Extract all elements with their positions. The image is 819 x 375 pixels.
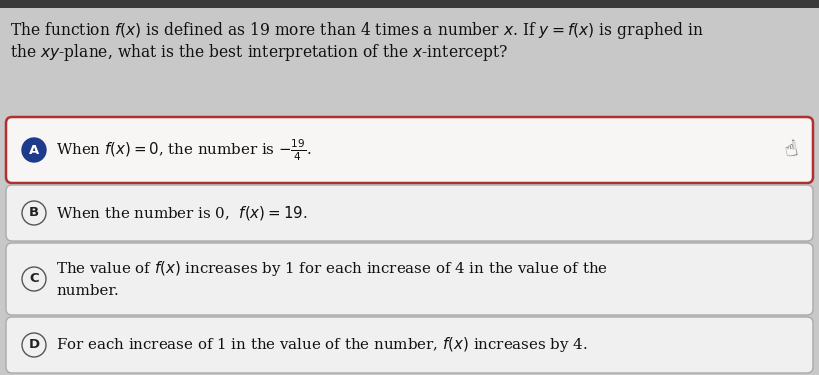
Text: D: D bbox=[29, 339, 39, 351]
Text: A: A bbox=[29, 144, 39, 156]
Text: the $xy$-plane, what is the best interpretation of the $x$-intercept?: the $xy$-plane, what is the best interpr… bbox=[10, 42, 509, 63]
Text: When $f(x) = 0$, the number is $-\frac{19}{4}$.: When $f(x) = 0$, the number is $-\frac{1… bbox=[56, 137, 311, 163]
Text: For each increase of 1 in the value of the number, $f(x)$ increases by 4.: For each increase of 1 in the value of t… bbox=[56, 336, 588, 354]
FancyBboxPatch shape bbox=[6, 243, 813, 315]
Text: B: B bbox=[29, 207, 39, 219]
Text: The value of $f(x)$ increases by 1 for each increase of 4 in the value of the
nu: The value of $f(x)$ increases by 1 for e… bbox=[56, 259, 609, 298]
Circle shape bbox=[22, 138, 46, 162]
Circle shape bbox=[22, 201, 46, 225]
Circle shape bbox=[22, 333, 46, 357]
FancyBboxPatch shape bbox=[6, 317, 813, 373]
Text: C: C bbox=[29, 273, 38, 285]
Text: ☝: ☝ bbox=[783, 139, 799, 161]
Text: The function $f(x)$ is defined as 19 more than 4 times a number $x$. If $y = f(x: The function $f(x)$ is defined as 19 mor… bbox=[10, 20, 704, 41]
FancyBboxPatch shape bbox=[6, 117, 813, 183]
Bar bbox=[0, 0, 819, 8]
FancyBboxPatch shape bbox=[6, 185, 813, 241]
Text: When the number is 0,  $f(x) = 19$.: When the number is 0, $f(x) = 19$. bbox=[56, 204, 307, 222]
Circle shape bbox=[22, 267, 46, 291]
